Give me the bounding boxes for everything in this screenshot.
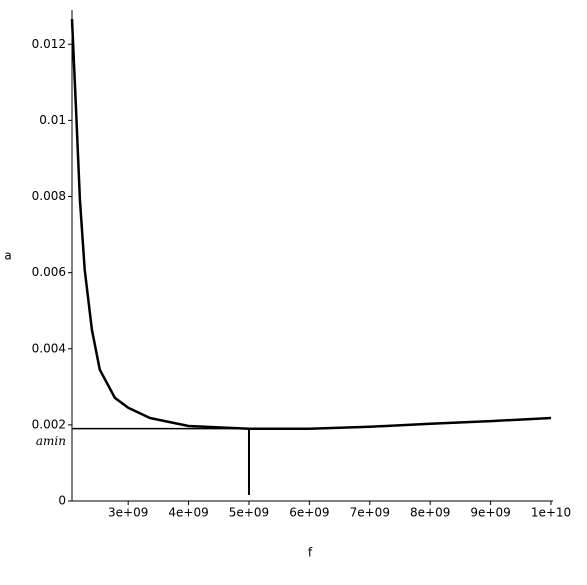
- x-tick-label: 6e+09: [289, 506, 329, 520]
- x-tick-label: 5e+09: [229, 506, 269, 520]
- x-axis-label: f: [308, 546, 313, 560]
- y-tick-label: 0.012: [32, 37, 66, 51]
- x-tick-label: 9e+09: [470, 506, 510, 520]
- x-tick-label: 4e+09: [168, 506, 208, 520]
- x-tick-label: 7e+09: [350, 506, 390, 520]
- x-tick-label: 1e+10: [531, 506, 571, 520]
- y-tick-label: 0: [58, 494, 66, 508]
- y-tick-label: 0.01: [39, 113, 66, 127]
- x-tick-label: 3e+09: [108, 506, 148, 520]
- y-tick-label: 0.008: [32, 189, 66, 203]
- data-line: [70, 19, 552, 430]
- x-tick-label: 8e+09: [410, 506, 450, 520]
- amin-label: amin: [36, 434, 66, 448]
- y-tick-label: 0.002: [32, 417, 66, 431]
- y-tick-label: 0.004: [32, 341, 66, 355]
- y-tick-label: 0.006: [32, 265, 66, 279]
- y-axis-label: a: [4, 249, 11, 263]
